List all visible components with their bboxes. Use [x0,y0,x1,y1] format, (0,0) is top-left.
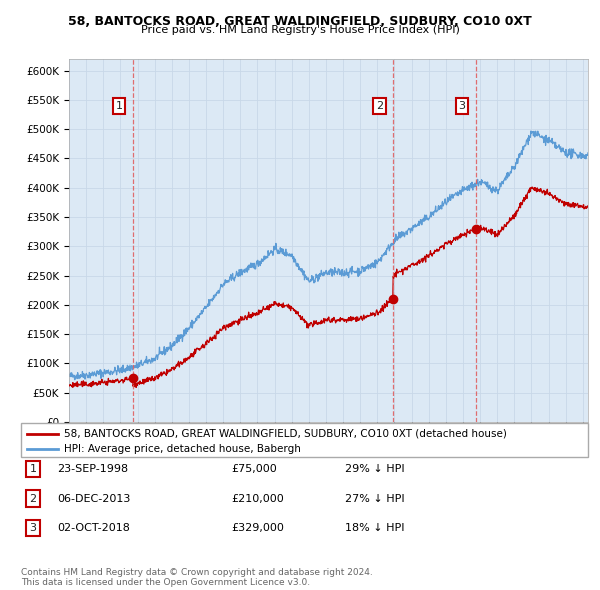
Text: £75,000: £75,000 [231,464,277,474]
Text: Contains HM Land Registry data © Crown copyright and database right 2024.
This d: Contains HM Land Registry data © Crown c… [21,568,373,587]
Text: 1: 1 [29,464,37,474]
Text: HPI: Average price, detached house, Babergh: HPI: Average price, detached house, Babe… [64,444,301,454]
Text: 2: 2 [376,101,383,111]
Text: 06-DEC-2013: 06-DEC-2013 [57,494,130,503]
Text: 29% ↓ HPI: 29% ↓ HPI [345,464,404,474]
Text: 27% ↓ HPI: 27% ↓ HPI [345,494,404,503]
Text: 58, BANTOCKS ROAD, GREAT WALDINGFIELD, SUDBURY, CO10 0XT (detached house): 58, BANTOCKS ROAD, GREAT WALDINGFIELD, S… [64,429,506,439]
Text: 23-SEP-1998: 23-SEP-1998 [57,464,128,474]
Text: 3: 3 [458,101,466,111]
Text: 2: 2 [29,494,37,503]
Text: 18% ↓ HPI: 18% ↓ HPI [345,523,404,533]
Text: £329,000: £329,000 [231,523,284,533]
Text: £210,000: £210,000 [231,494,284,503]
FancyBboxPatch shape [21,423,588,457]
Text: 58, BANTOCKS ROAD, GREAT WALDINGFIELD, SUDBURY, CO10 0XT: 58, BANTOCKS ROAD, GREAT WALDINGFIELD, S… [68,15,532,28]
Text: 3: 3 [29,523,37,533]
Text: Price paid vs. HM Land Registry's House Price Index (HPI): Price paid vs. HM Land Registry's House … [140,25,460,35]
Text: 1: 1 [116,101,122,111]
Text: 02-OCT-2018: 02-OCT-2018 [57,523,130,533]
